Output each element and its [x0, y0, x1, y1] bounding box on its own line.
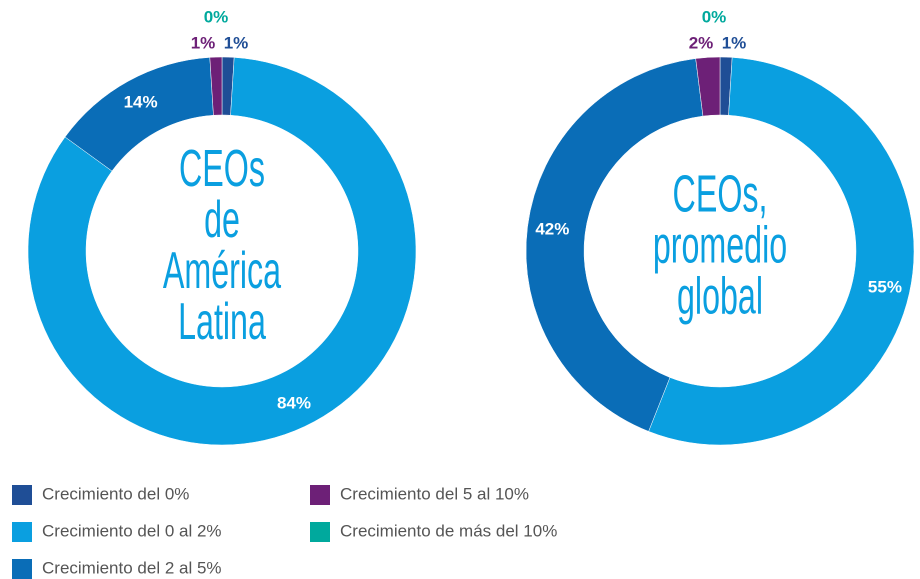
legend-label: Crecimiento del 0%: [42, 484, 189, 503]
center-label: CEOs,: [673, 166, 768, 224]
center-label: promedio: [653, 217, 787, 275]
center-line: América: [163, 243, 282, 301]
value-label: 42%: [535, 219, 569, 238]
legend-label: Crecimiento del 2 al 5%: [42, 558, 222, 577]
center-line: Latina: [178, 294, 267, 352]
center-line: CEOs,: [673, 166, 768, 224]
center-line: global: [677, 268, 763, 326]
center-label: de: [204, 192, 240, 250]
donut-segment: [209, 56, 223, 116]
legend-label: Crecimiento de más del 10%: [340, 521, 557, 540]
value-label: 0%: [702, 7, 727, 26]
value-label: 1%: [224, 33, 249, 52]
donut-segment: [695, 56, 721, 117]
legend-swatch: [310, 522, 330, 542]
center-label: global: [677, 268, 763, 326]
value-label: 55%: [868, 277, 902, 296]
donut-segment: [27, 57, 417, 446]
value-label: 2%: [689, 33, 714, 52]
value-label: 14%: [124, 92, 158, 111]
center-line: CEOs: [179, 141, 265, 199]
center-label: América: [163, 243, 282, 301]
legend-swatch: [12, 485, 32, 505]
value-label: 1%: [191, 33, 216, 52]
value-label: 84%: [277, 393, 311, 412]
value-label: 0%: [204, 7, 229, 26]
center-line: de: [204, 192, 240, 250]
legend-swatch: [310, 485, 330, 505]
center-line: promedio: [653, 217, 787, 275]
value-label: 1%: [722, 33, 747, 52]
legend-label: Crecimiento del 0 al 2%: [42, 521, 222, 540]
donut-segment: [648, 57, 915, 446]
legend-label: Crecimiento del 5 al 10%: [340, 484, 529, 503]
legend-swatch: [12, 522, 32, 542]
legend-swatch: [12, 559, 32, 579]
center-label: CEOs: [179, 141, 265, 199]
center-label: Latina: [178, 294, 267, 352]
